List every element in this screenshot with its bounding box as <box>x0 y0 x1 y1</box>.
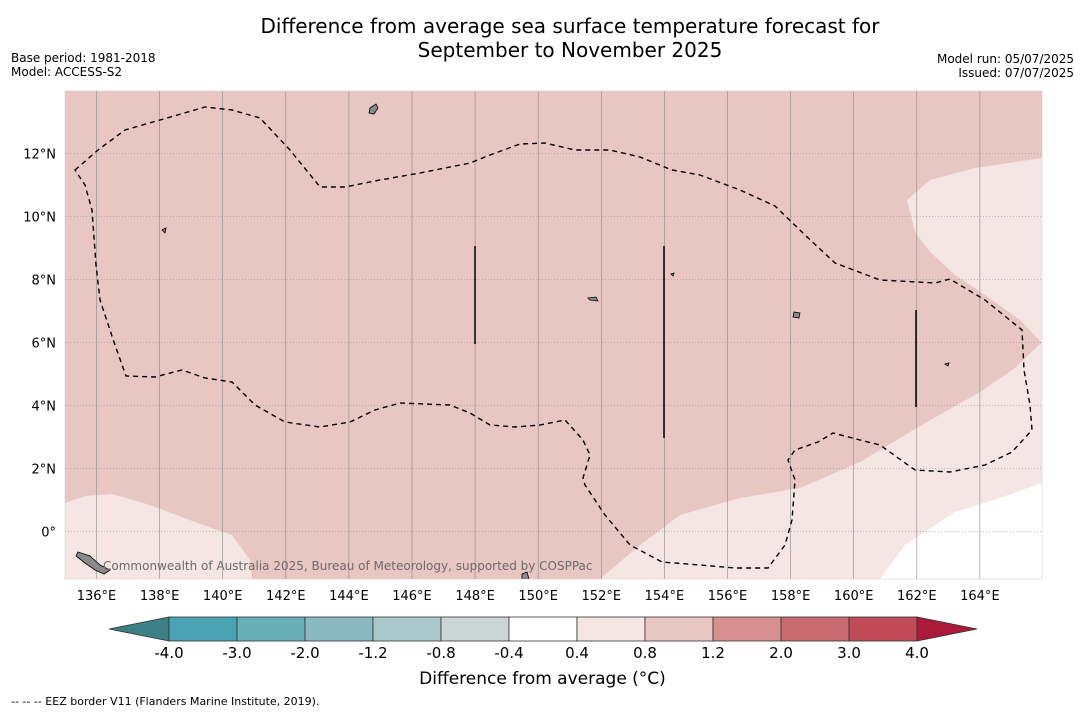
colorbar-under-arrow <box>108 616 170 642</box>
colorbar-segment <box>780 616 850 642</box>
lon-tick-label: 162°E <box>897 589 937 604</box>
colorbar-segment <box>848 616 918 642</box>
colorbar-tick-label: 1.2 <box>701 644 725 662</box>
base-period: Base period: 1981-2018 <box>11 51 156 65</box>
lon-tick-label: 160°E <box>834 589 874 604</box>
lon-tick-label: 158°E <box>771 589 811 604</box>
colorbar-segment <box>236 616 306 642</box>
issued-date: Issued: 07/07/2025 <box>958 66 1074 80</box>
colorbar-tick-label: -3.0 <box>222 644 251 662</box>
island-south <box>521 571 530 579</box>
island-small <box>670 272 675 277</box>
lon-axis: 136°E 138°E 140°E 142°E 144°E 146°E 148°E 150°E… <box>77 589 1000 604</box>
colorbar-segment <box>372 616 442 642</box>
lat-tick-label: 10°N <box>23 211 56 226</box>
colorbar-label: Difference from average (°C) <box>419 669 666 689</box>
map-frame <box>64 90 1043 580</box>
lat-tick-label: 6°N <box>32 337 57 352</box>
colorbar-segment <box>644 616 714 642</box>
colorbar-tick-label: 2.0 <box>769 644 793 662</box>
island-southwest <box>75 551 111 575</box>
island-central <box>587 296 599 302</box>
colorbar: -4.0 -3.0 -2.0 -1.2 -0.8 -0.4 0.4 0.8 1.2 2.0 3.0 4… <box>108 616 978 662</box>
footnote: -- -- -- EEZ border V11 (Flanders Marine… <box>11 695 320 708</box>
map-area: Commonwealth of Australia 2025, Bureau o… <box>65 91 1042 579</box>
colorbar-tick-label: -2.0 <box>290 644 319 662</box>
colorbar-tick-label: -0.8 <box>426 644 455 662</box>
colorbar-segment <box>440 616 510 642</box>
colorbar-tick-label: -4.0 <box>154 644 183 662</box>
anomaly-band-0.4-0.8-west <box>65 494 252 579</box>
colorbar-segment <box>168 616 238 642</box>
anomaly-band-0.4-0.8-southeast <box>600 342 1042 579</box>
islands <box>75 103 950 579</box>
colorbar-segment <box>304 616 374 642</box>
colorbar-tick-label: -1.2 <box>358 644 387 662</box>
island-west <box>161 227 167 234</box>
anomaly-band-0.4-0.8-east <box>907 158 1042 343</box>
model-run: Model run: 05/07/2025 <box>936 52 1074 66</box>
lon-tick-label: 148°E <box>455 589 495 604</box>
lon-tick-label: 154°E <box>645 589 685 604</box>
title-line-1: Difference from average sea surface temp… <box>260 14 880 38</box>
lon-tick-label: 142°E <box>266 589 306 604</box>
lat-tick-label: 2°N <box>32 463 57 478</box>
lat-axis: 12°N 10°N 8°N 6°N 4°N 2°N 0° <box>23 148 56 541</box>
colorbar-over-arrow <box>916 616 978 642</box>
lon-tick-label: 150°E <box>518 589 558 604</box>
eez-border <box>74 106 1033 569</box>
island-north <box>368 103 379 115</box>
title-line-2: September to November 2025 <box>417 38 723 62</box>
colorbar-tick-label: 4.0 <box>905 644 929 662</box>
lat-tick-label: 8°N <box>32 274 57 289</box>
colorbar-segment <box>508 616 578 642</box>
meta-right: Model run: 05/07/2025 Issued: 07/07/2025 <box>937 52 1074 80</box>
lon-tick-label: 164°E <box>960 589 1000 604</box>
lon-tick-label: 146°E <box>392 589 432 604</box>
lon-tick-label: 140°E <box>203 589 243 604</box>
lon-tick-label: 156°E <box>708 589 748 604</box>
colorbar-tick-label: 0.8 <box>633 644 657 662</box>
lat-tick-label: 12°N <box>23 148 56 163</box>
colorbar-tick-label: -0.4 <box>494 644 523 662</box>
colorbar-tick-label: 0.4 <box>565 644 589 662</box>
island-far-east <box>944 362 950 367</box>
lon-tick-label: 136°E <box>77 589 117 604</box>
lat-tick-label: 0° <box>41 526 56 541</box>
anomaly-band-neutral <box>880 483 1042 579</box>
colorbar-tick-label: 3.0 <box>837 644 861 662</box>
lon-tick-label: 152°E <box>582 589 622 604</box>
model-name: Model: ACCESS-S2 <box>11 65 123 79</box>
colorbar-segment <box>712 616 782 642</box>
credit-text: Commonwealth of Australia 2025, Bureau o… <box>103 559 593 573</box>
meta-left: Base period: 1981-2018 Model: ACCESS-S2 <box>11 51 156 79</box>
lon-tick-label: 144°E <box>329 589 369 604</box>
lon-tick-label: 138°E <box>140 589 180 604</box>
lat-tick-label: 4°N <box>32 400 57 415</box>
chart-title: Difference from average sea surface temp… <box>0 14 1085 62</box>
colorbar-segment <box>576 616 646 642</box>
gridlines <box>65 91 1042 579</box>
island-east <box>792 311 801 319</box>
